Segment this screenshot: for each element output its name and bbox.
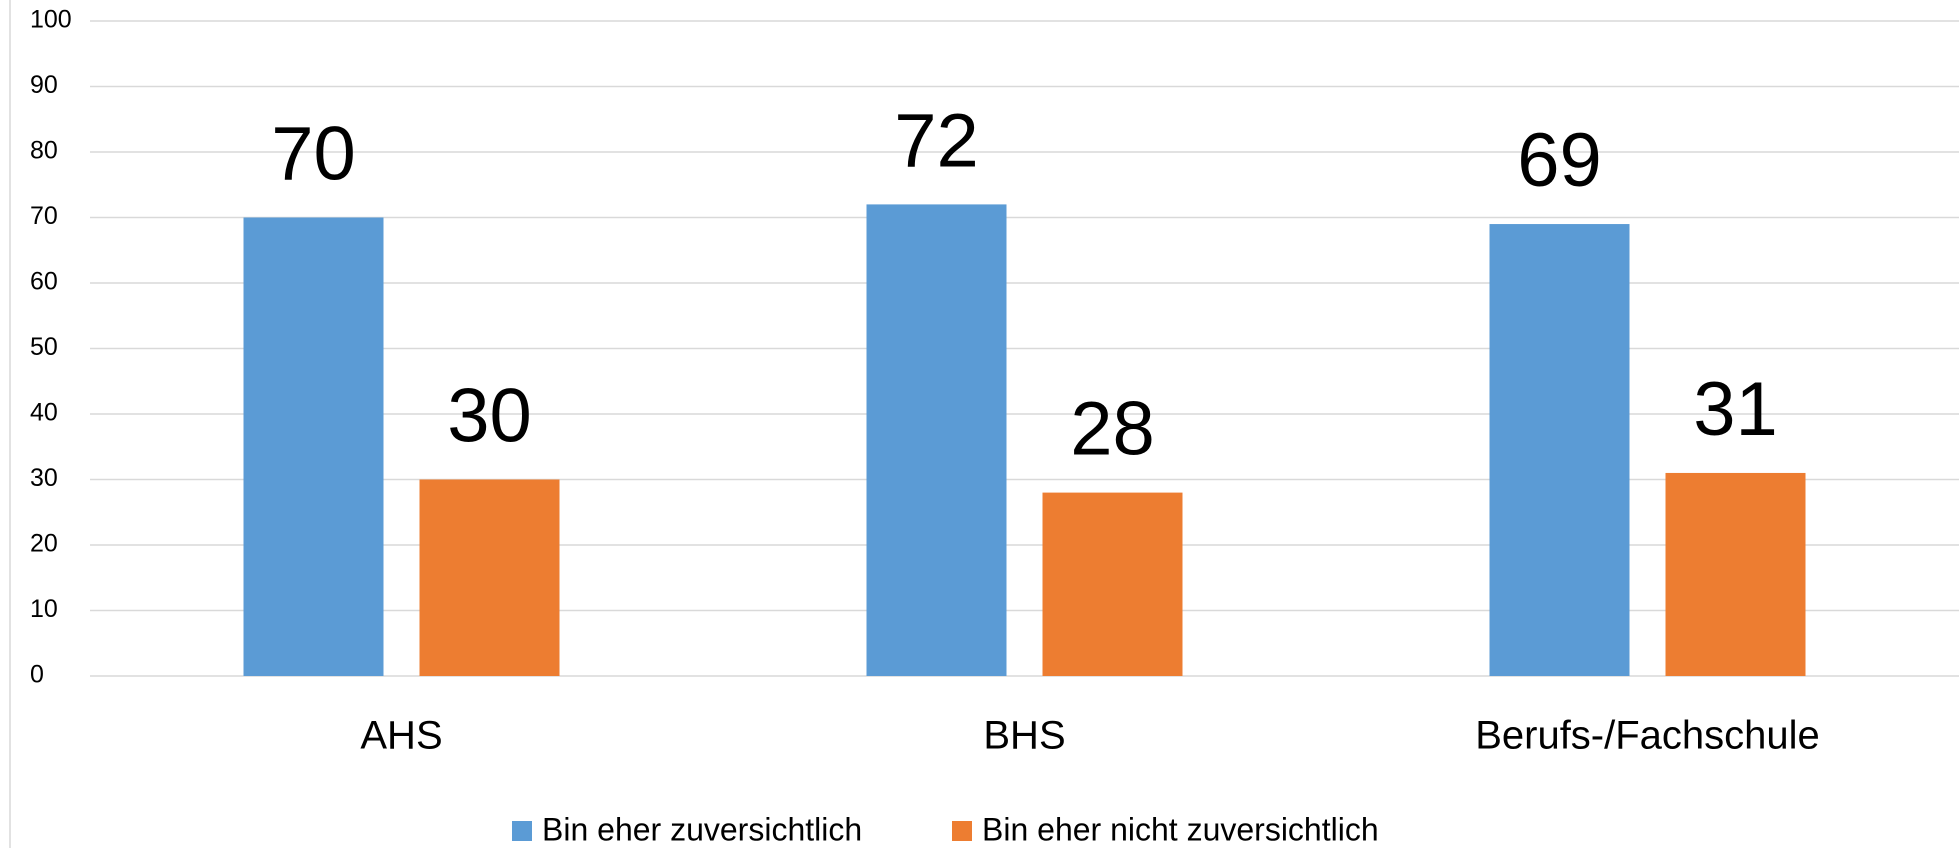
y-tick-label: 90 <box>30 71 58 99</box>
y-tick-label: 70 <box>30 202 58 230</box>
y-tick-label: 0 <box>30 661 44 689</box>
y-tick-label: 20 <box>30 530 58 558</box>
x-tick-label: BHS <box>983 714 1065 758</box>
x-tick-label: Berufs-/Fachschule <box>1475 714 1820 758</box>
x-tick-label: AHS <box>360 714 442 758</box>
y-tick-label: 60 <box>30 268 58 296</box>
data-label: 30 <box>447 374 532 459</box>
bar <box>1665 472 1806 676</box>
y-tick-label: 40 <box>30 399 58 427</box>
data-label: 72 <box>894 98 979 183</box>
bar <box>866 204 1007 676</box>
legend-label: Bin eher nicht zuversichtlich <box>982 811 1379 847</box>
data-label: 69 <box>1517 118 1602 203</box>
y-tick-label: 80 <box>30 137 58 165</box>
legend-swatch <box>952 821 972 841</box>
data-label: 28 <box>1070 387 1155 472</box>
bar <box>419 479 560 676</box>
y-tick-label: 50 <box>30 333 58 361</box>
y-tick-label: 30 <box>30 464 58 492</box>
data-label: 70 <box>271 112 356 197</box>
bar <box>243 217 384 676</box>
data-label: 31 <box>1693 367 1778 452</box>
bar <box>1042 492 1183 676</box>
legend-label: Bin eher zuversichtlich <box>542 811 862 847</box>
y-tick-label: 10 <box>30 595 58 623</box>
y-tick-label: 100 <box>30 6 72 34</box>
legend-swatch <box>512 821 532 841</box>
bar <box>1489 224 1630 677</box>
